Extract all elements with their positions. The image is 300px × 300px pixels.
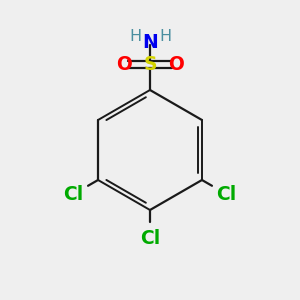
Text: Cl: Cl <box>63 185 83 204</box>
Text: Cl: Cl <box>217 185 237 204</box>
Text: O: O <box>168 55 184 74</box>
Text: N: N <box>142 32 158 52</box>
Text: O: O <box>116 55 132 74</box>
Text: Cl: Cl <box>140 229 160 248</box>
Text: H: H <box>129 28 141 44</box>
Text: H: H <box>159 28 171 44</box>
Text: S: S <box>143 55 157 74</box>
